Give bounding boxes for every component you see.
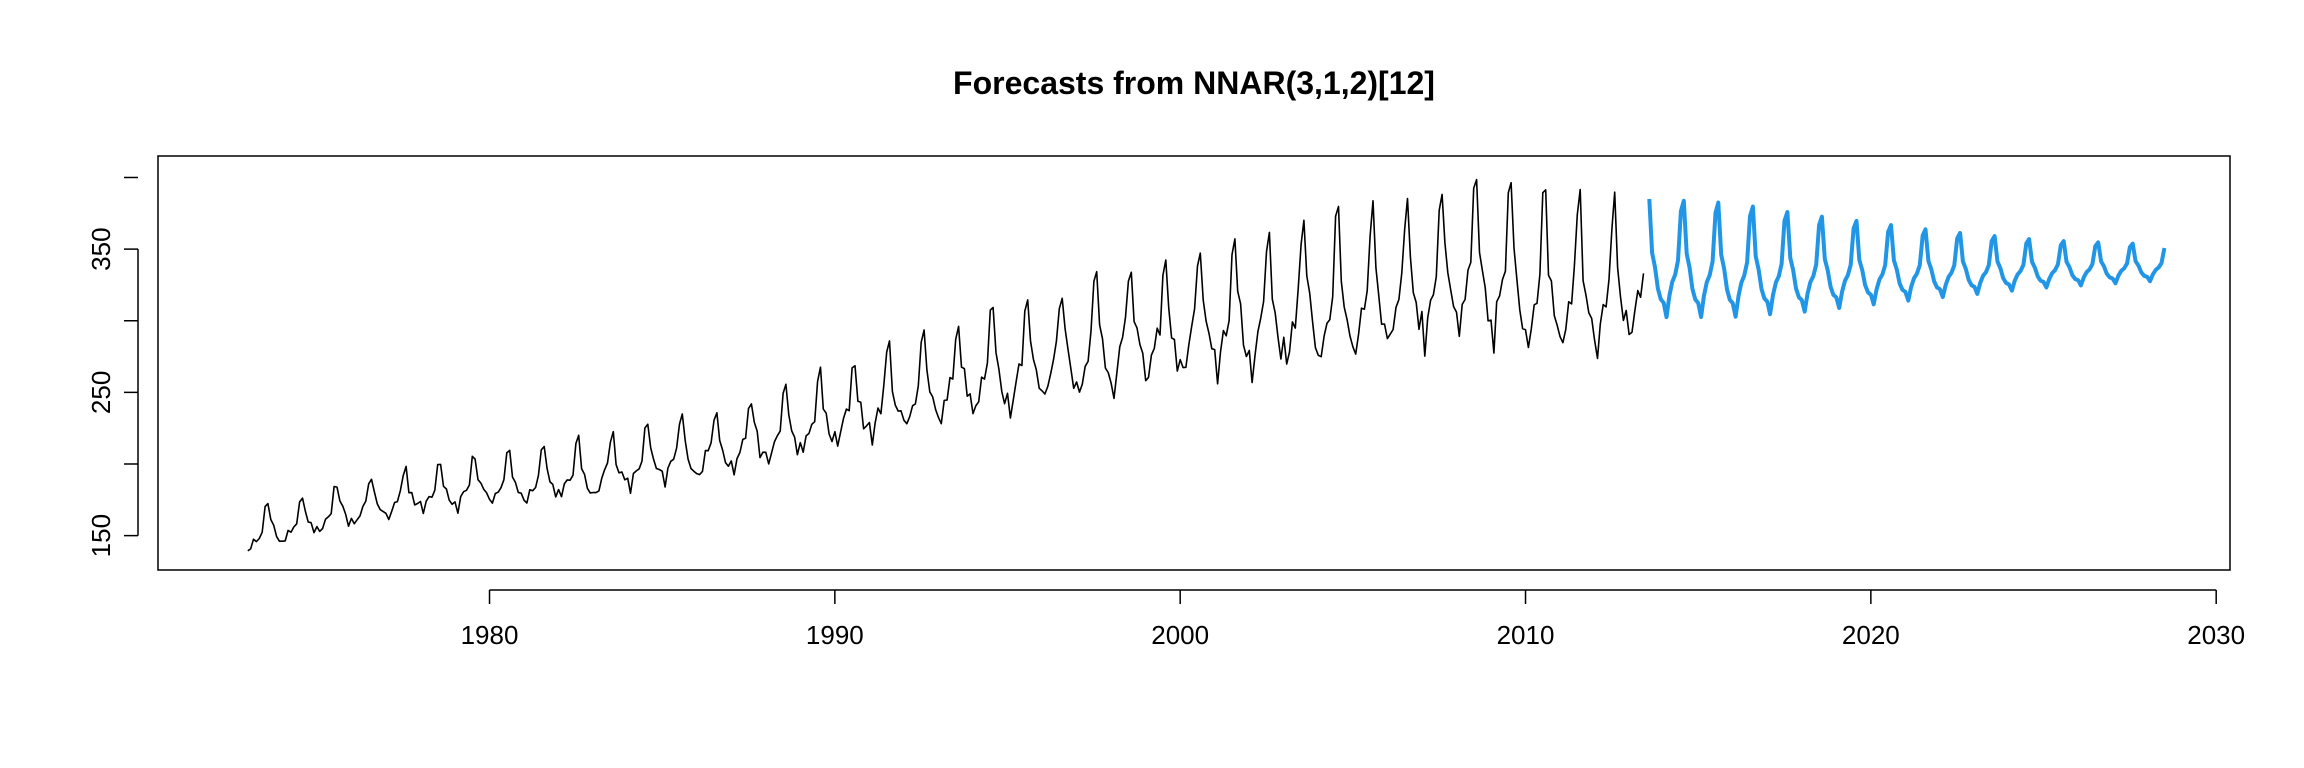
plot-frame xyxy=(157,155,2231,571)
series-layer xyxy=(247,178,2167,552)
y-axis: 150 250 350 xyxy=(86,176,139,557)
x-axis: 1980 1990 2000 2010 2020 2030 xyxy=(461,589,2245,650)
x-tick-label: 1980 xyxy=(461,620,519,650)
x-tick-label: 2020 xyxy=(1842,620,1900,650)
y-tick-label: 150 xyxy=(86,514,116,557)
y-tick-label: 350 xyxy=(86,227,116,270)
y-tick-label: 250 xyxy=(86,371,116,414)
chart-title: Forecasts from NNAR(3,1,2)[12] xyxy=(953,65,1435,101)
x-tick-label: 2000 xyxy=(1151,620,1209,650)
x-tick-label: 2010 xyxy=(1497,620,1555,650)
observed-line xyxy=(247,178,1645,552)
x-tick-label: 1990 xyxy=(806,620,864,650)
x-tick-label: 2030 xyxy=(2187,620,2245,650)
forecast-line xyxy=(1647,198,2167,320)
